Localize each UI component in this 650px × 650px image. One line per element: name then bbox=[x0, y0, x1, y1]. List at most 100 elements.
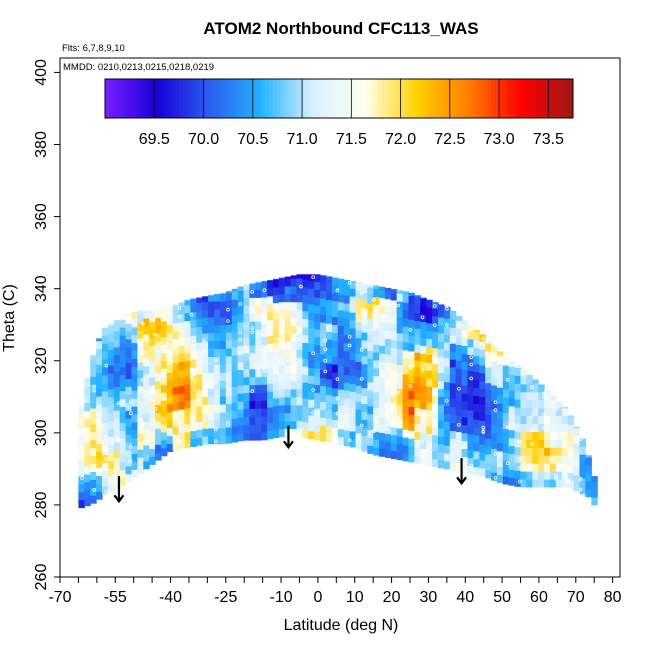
heatmap-cell bbox=[485, 343, 492, 352]
heatmap-cell bbox=[455, 320, 463, 329]
heatmap-cell bbox=[320, 306, 327, 315]
heatmap-cell bbox=[426, 314, 433, 324]
heatmap-cell bbox=[402, 326, 410, 335]
colorbar-swatch bbox=[518, 79, 523, 118]
heatmap-cell bbox=[284, 404, 292, 414]
heatmap-cell bbox=[449, 414, 457, 423]
heatmap-cell bbox=[449, 374, 457, 384]
heatmap-cell bbox=[178, 440, 186, 450]
colorbar-swatch bbox=[319, 79, 324, 118]
heatmap-cell bbox=[125, 354, 133, 364]
heatmap-cell bbox=[107, 404, 115, 414]
sample-point bbox=[311, 411, 315, 415]
heatmap-cell bbox=[337, 420, 345, 430]
sample-point bbox=[347, 438, 352, 443]
heatmap-cell bbox=[196, 365, 203, 375]
heatmap-cell bbox=[178, 313, 186, 323]
heatmap-cell bbox=[402, 302, 410, 311]
heatmap-cell bbox=[208, 427, 215, 437]
heatmap-cell bbox=[184, 320, 191, 330]
colorbar-swatch bbox=[327, 79, 332, 118]
heatmap-cell bbox=[190, 390, 197, 400]
sample-point bbox=[420, 441, 425, 445]
heatmap-cell bbox=[302, 374, 309, 383]
heatmap-cell bbox=[102, 422, 109, 431]
heatmap-cell bbox=[555, 415, 563, 424]
heatmap-cell bbox=[102, 374, 109, 384]
heatmap-cell bbox=[414, 431, 421, 440]
heatmap-cell bbox=[555, 479, 563, 488]
heatmap-cell bbox=[432, 395, 439, 404]
heatmap-cell bbox=[467, 465, 474, 475]
heatmap-cell bbox=[367, 421, 374, 431]
heatmap-cell bbox=[544, 447, 551, 456]
heatmap-cell bbox=[355, 337, 362, 347]
heatmap-cell bbox=[261, 320, 268, 330]
colorbar-swatch bbox=[202, 79, 207, 118]
heatmap-cell bbox=[302, 405, 309, 415]
sample-point bbox=[554, 432, 559, 437]
heatmap-cell bbox=[331, 284, 339, 294]
heatmap-cell bbox=[514, 454, 522, 464]
heatmap-cell bbox=[284, 388, 292, 398]
heatmap-cell bbox=[355, 290, 362, 299]
heatmap-cell bbox=[473, 442, 480, 452]
heatmap-cell bbox=[96, 443, 103, 453]
x-tick-label: -25 bbox=[214, 589, 237, 606]
heatmap-cell bbox=[78, 428, 85, 437]
heatmap-cell bbox=[420, 345, 427, 354]
heatmap-cell bbox=[396, 404, 404, 413]
heatmap-cell bbox=[231, 299, 239, 308]
heatmap-cell bbox=[214, 388, 221, 397]
heatmap-cell bbox=[225, 347, 233, 357]
sample-point bbox=[408, 384, 413, 388]
heatmap-cell bbox=[520, 399, 527, 409]
heatmap-cell bbox=[166, 395, 174, 405]
heatmap-cell bbox=[225, 308, 233, 317]
heatmap-cell bbox=[573, 427, 581, 429]
heatmap-cell bbox=[278, 404, 286, 414]
heatmap-cell bbox=[96, 419, 103, 429]
heatmap-cell bbox=[538, 415, 545, 424]
heatmap-cell bbox=[508, 469, 516, 478]
heatmap-cell bbox=[508, 366, 516, 375]
heatmap-cell bbox=[455, 352, 463, 361]
heatmap-cell bbox=[137, 401, 144, 411]
heatmap-cell bbox=[214, 419, 221, 429]
heatmap-cell bbox=[414, 383, 421, 393]
heatmap-cell bbox=[131, 318, 138, 328]
sample-point bbox=[444, 398, 449, 403]
heatmap-cell bbox=[373, 383, 380, 393]
colorbar-tick-label: 70.0 bbox=[188, 131, 219, 148]
heatmap-cell bbox=[166, 403, 174, 413]
colorbar-swatch bbox=[214, 79, 219, 118]
heatmap-cell bbox=[396, 332, 404, 342]
heatmap-cell bbox=[149, 432, 156, 442]
heatmap-cell bbox=[272, 358, 280, 367]
heatmap-cell bbox=[414, 312, 421, 321]
colorbar-swatch bbox=[510, 79, 515, 118]
heatmap-cell bbox=[308, 367, 315, 376]
heatmap-cell bbox=[420, 297, 427, 307]
colorbar-swatch bbox=[537, 79, 543, 118]
heatmap-cell bbox=[149, 440, 156, 450]
heatmap-cell bbox=[208, 380, 215, 389]
heatmap-cell bbox=[314, 368, 321, 377]
heatmap-cell bbox=[479, 388, 486, 398]
heatmap-cell bbox=[331, 348, 339, 357]
heatmap-cell bbox=[196, 310, 203, 319]
heatmap-cell bbox=[520, 463, 527, 472]
heatmap-cell bbox=[532, 479, 539, 488]
heatmap-cell bbox=[384, 298, 392, 308]
heatmap-cell bbox=[107, 484, 115, 493]
heatmap-cell bbox=[326, 370, 333, 380]
heatmap-cell bbox=[479, 444, 486, 453]
sample-point bbox=[323, 338, 328, 343]
heatmap-cell bbox=[184, 336, 191, 345]
heatmap-cell bbox=[491, 353, 498, 362]
heatmap-cell bbox=[438, 372, 445, 382]
heatmap-cell bbox=[573, 435, 581, 444]
heatmap-cell bbox=[202, 317, 209, 326]
heatmap-cell bbox=[408, 358, 415, 368]
heatmap-cell bbox=[443, 365, 451, 375]
